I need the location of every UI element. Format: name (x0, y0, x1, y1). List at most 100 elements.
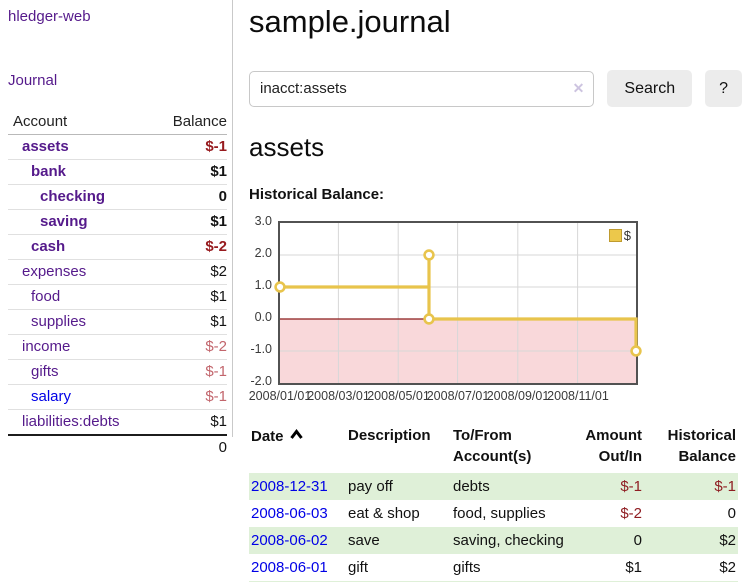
y-tick: 3.0 (254, 214, 272, 228)
account-link[interactable]: saving (40, 213, 88, 230)
register-table: Date Description To/From Account(s) Amou… (249, 423, 738, 582)
account-balance: $1 (210, 313, 227, 330)
column-header-balance: Historical Balance (667, 427, 736, 465)
search-button[interactable]: Search (607, 70, 693, 107)
account-link[interactable]: expenses (22, 263, 87, 280)
account-row-income: income $-2 (8, 335, 227, 360)
account-row-bank: bank $1 (8, 160, 227, 185)
x-tick: 2008/09/01 (486, 389, 550, 403)
account-balance: $-1 (205, 363, 227, 380)
register-row: 2008-06-03 eat & shop food, supplies $-2… (249, 500, 738, 527)
transaction-accounts: saving, checking (453, 532, 564, 549)
transaction-description: save (348, 532, 380, 549)
transaction-amount: 0 (633, 532, 642, 549)
column-header-description: Description (348, 427, 431, 444)
sort-ascending-icon (289, 425, 303, 446)
account-link[interactable]: assets (22, 138, 69, 155)
column-header-date[interactable]: Date (249, 423, 346, 473)
transaction-balance: 0 (727, 505, 736, 522)
x-tick: 2008/05/01 (367, 389, 430, 403)
account-link[interactable]: liabilities:debts (22, 413, 120, 430)
accounts-total-value: 0 (218, 439, 227, 456)
account-row-supplies: supplies $1 (8, 310, 227, 335)
y-tick: 1.0 (254, 278, 272, 292)
account-balance: $-1 (205, 138, 227, 155)
register-row: 2008-12-31 pay off debts $-1 $-1 (249, 473, 738, 500)
legend-label: $ (623, 228, 631, 243)
sidebar-item-journal[interactable]: Journal (8, 72, 58, 89)
account-link[interactable]: gifts (31, 363, 59, 380)
transaction-date-link[interactable]: 2008-06-02 (251, 532, 328, 549)
x-tick: 2008/01/01 (248, 389, 312, 403)
transaction-amount: $1 (625, 559, 642, 576)
account-link[interactable]: supplies (31, 313, 87, 330)
chart-plot-area: $ (274, 221, 642, 385)
account-row-saving: saving $1 (8, 210, 227, 235)
account-link[interactable]: checking (40, 188, 106, 205)
search-input[interactable] (249, 70, 595, 107)
x-tick: 2008/03/01 (307, 389, 370, 403)
chart-legend: $ (608, 228, 631, 243)
transaction-date-link[interactable]: 2008-06-03 (251, 505, 328, 522)
date-header-label: Date (251, 428, 284, 445)
transaction-accounts: debts (453, 478, 490, 495)
column-header-accounts: To/From Account(s) (453, 427, 532, 465)
account-balance: $1 (210, 413, 227, 430)
account-row-liabilities-debts: liabilities:debts $1 (8, 410, 227, 436)
transaction-amount: $-2 (620, 505, 642, 522)
account-row-salary: salary $-1 (8, 385, 227, 410)
main-content: sample.journal ✕ Search ? assets Histori… (249, 0, 742, 582)
account-balance: $1 (210, 163, 227, 180)
account-balance: $1 (210, 213, 227, 230)
x-tick: 2008/11/01 (547, 389, 609, 403)
transaction-description: eat & shop (348, 505, 420, 522)
account-link[interactable]: bank (31, 163, 67, 180)
chart-canvas (274, 223, 642, 383)
account-row-cash: cash $-2 (8, 235, 227, 260)
x-tick: 2008/07/01 (426, 389, 490, 403)
y-tick: 2.0 (254, 246, 272, 260)
accounts-header-balance: Balance (172, 113, 227, 130)
transaction-balance: $2 (719, 559, 736, 576)
transaction-description: pay off (348, 478, 393, 495)
account-row-gifts: gifts $-1 (8, 360, 227, 385)
account-row-food: food $1 (8, 285, 227, 310)
y-tick: -1.0 (250, 342, 272, 356)
transaction-amount: $-1 (620, 478, 642, 495)
help-button[interactable]: ? (705, 70, 742, 107)
account-balance: $1 (210, 288, 227, 305)
balance-step-line (280, 255, 638, 351)
account-balance: 0 (218, 188, 227, 205)
account-balance: $-1 (205, 388, 227, 405)
search-form: ✕ Search ? (249, 70, 742, 107)
account-link[interactable]: cash (31, 238, 66, 255)
account-balance: $-2 (205, 338, 227, 355)
accounts-table-header: Account Balance (8, 110, 227, 135)
transaction-date-link[interactable]: 2008-12-31 (251, 478, 328, 495)
account-row-expenses: expenses $2 (8, 260, 227, 285)
account-link[interactable]: salary (31, 388, 72, 405)
transaction-description: gift (348, 559, 369, 576)
account-balance: $-2 (205, 238, 227, 255)
search-box: ✕ (249, 70, 595, 107)
page-title: sample.journal (249, 4, 451, 39)
column-header-amount: Amount Out/In (585, 427, 642, 465)
legend-swatch-icon (608, 229, 622, 242)
transaction-date-link[interactable]: 2008-06-01 (251, 559, 328, 576)
account-link[interactable]: income (22, 338, 71, 355)
chart-title: Historical Balance: (249, 186, 385, 203)
brand-link[interactable]: hledger-web (8, 8, 91, 25)
account-row-checking: checking 0 (8, 185, 227, 210)
account-link[interactable]: food (31, 288, 61, 305)
account-balance: $2 (210, 263, 227, 280)
transaction-balance: $2 (719, 532, 736, 549)
sidebar: hledger-web Journal Account Balance asse… (0, 0, 233, 456)
clear-search-icon[interactable]: ✕ (572, 79, 585, 96)
data-point-markers (274, 249, 642, 357)
historical-balance-chart: 3.0 2.0 1.0 0.0 -1.0 -2.0 (248, 214, 742, 407)
account-heading: assets (249, 132, 325, 162)
register-row: 2008-06-02 save saving, checking 0 $2 (249, 527, 738, 554)
accounts-header-account: Account (13, 113, 68, 130)
account-row-assets: assets $-1 (8, 135, 227, 160)
